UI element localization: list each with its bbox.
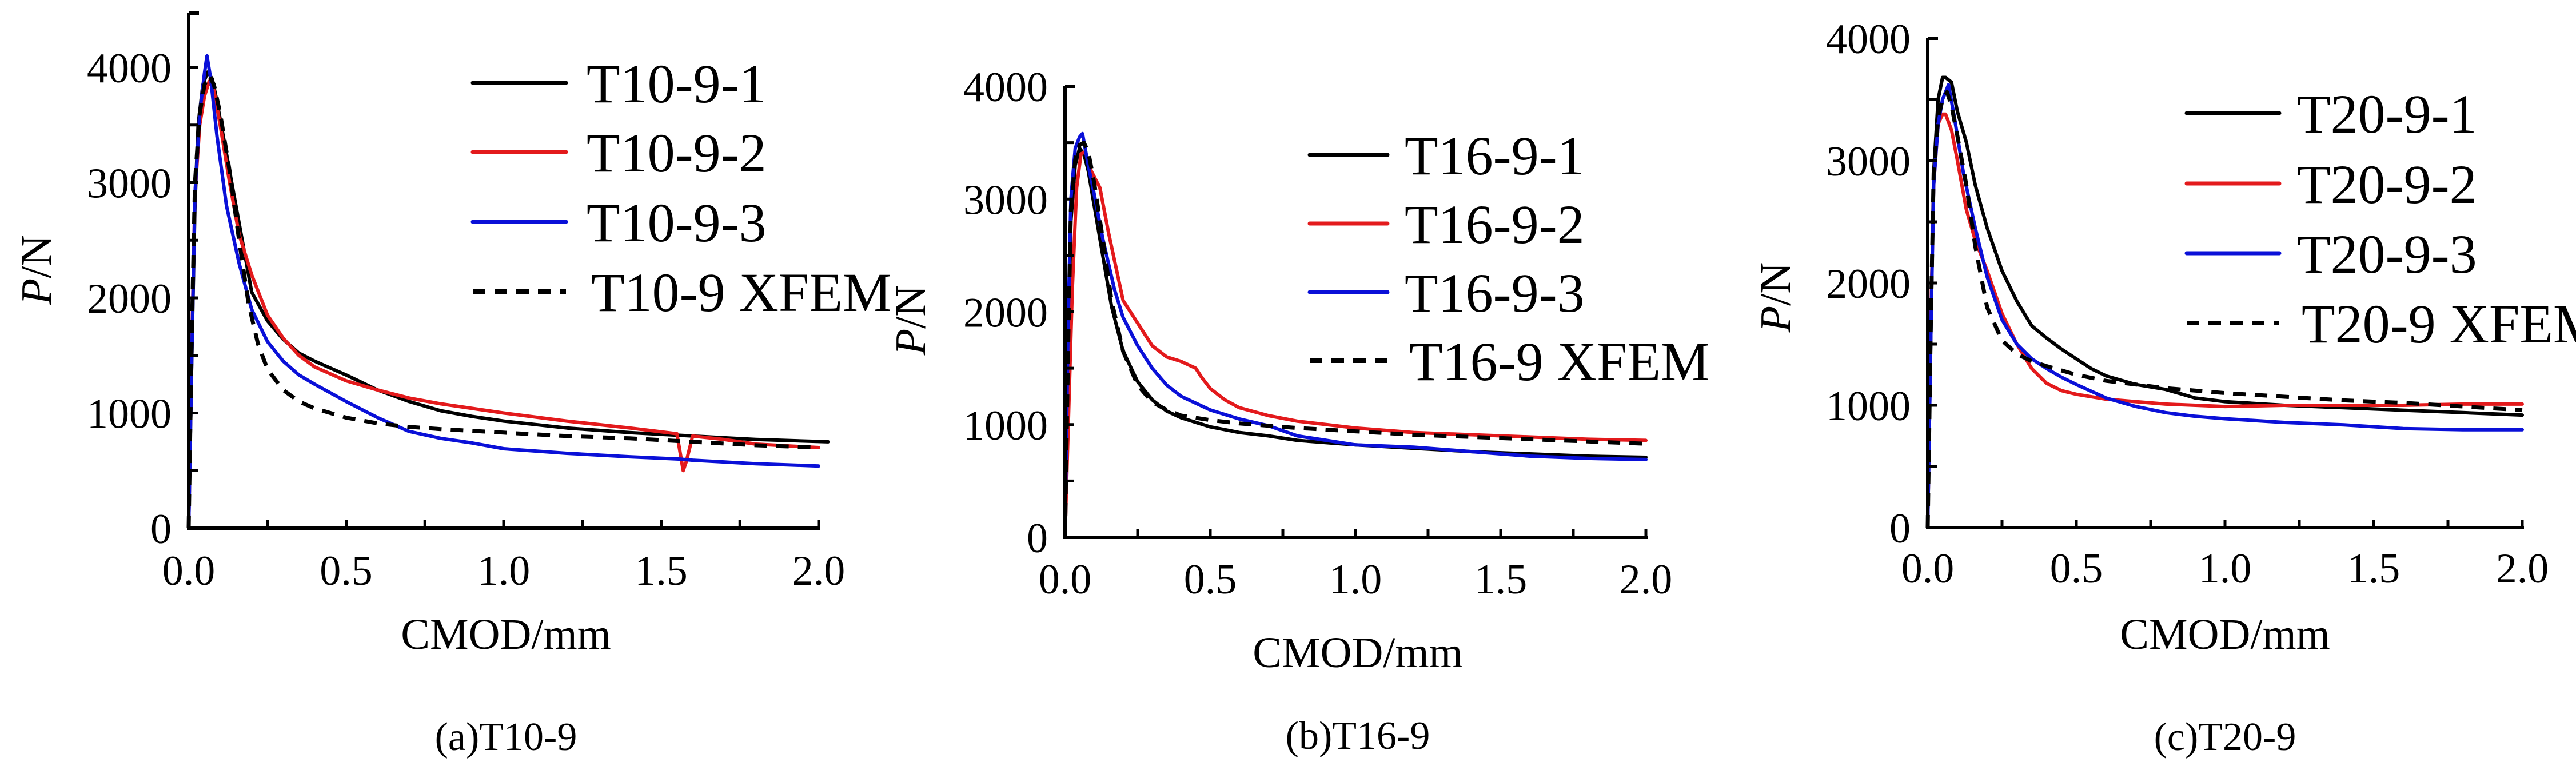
y-tick-label: 0 [1027, 515, 1048, 562]
y-axis-title-unit: /N [13, 235, 61, 278]
legend-label: T20-9 XFEM [2302, 293, 2576, 354]
x-tick-label: 1.0 [1329, 556, 1382, 603]
y-tick-label: 1000 [1826, 383, 1911, 430]
y-axis-title-unit: /N [887, 285, 935, 329]
y-tick-label: 3000 [87, 161, 172, 208]
legend-label: T10-9 XFEM [591, 262, 891, 323]
chart-panel-c: 0 1000 2000 3000 4000 0.0 0.5 1.0 1.5 2.0 CMOD/mm P… [1752, 16, 2576, 759]
y-tick-label: 2000 [1826, 261, 1911, 308]
y-tick-label: 0 [150, 506, 172, 553]
y-axis-title-symbol: P [1752, 306, 1800, 333]
x-tick-label: 0.5 [320, 548, 373, 595]
legend: T16-9-1 T16-9-2 T16-9-3 T16-9 XFEM [1307, 125, 1709, 392]
figure-caption: (a)T10-9 [435, 715, 577, 759]
legend-label: T16-9-2 [1405, 194, 1585, 255]
x-tick-label: 2.0 [792, 548, 846, 595]
series-line-t16-9-2 [1063, 150, 1648, 539]
x-tick-label: 0.0 [1039, 556, 1092, 603]
series-group [1063, 131, 1648, 539]
legend-label: T20-9-1 [2297, 83, 2477, 145]
legend-label: T10-9-3 [587, 192, 767, 253]
series-group [1925, 75, 2524, 529]
legend-label: T16-9-1 [1405, 125, 1585, 186]
x-tick-label: 1.0 [2199, 545, 2252, 592]
series-line-t16-9-xfem [1063, 141, 1646, 538]
legend-label: T10-9-2 [587, 122, 767, 183]
y-tick-label: 2000 [87, 276, 172, 322]
x-tick-label: 1.5 [1474, 556, 1528, 603]
series-line-t20-9-3 [1926, 83, 2524, 529]
x-tick-label: 1.0 [477, 548, 531, 595]
x-tick-label: 1.5 [2347, 545, 2400, 592]
y-tick-label: 1000 [87, 391, 172, 438]
y-axis-title-symbol: P [13, 278, 61, 305]
x-tick-label: 0.0 [1901, 545, 1955, 592]
chart-panel-b: 0 1000 2000 3000 4000 0.0 0.5 1.0 1.5 2.0 CMOD/mm P… [887, 64, 1709, 758]
y-tick-label: 4000 [87, 45, 172, 92]
x-tick-label: 0.0 [162, 548, 216, 595]
legend-label: T16-9 XFEM [1409, 331, 1709, 392]
x-axis-title: CMOD/mm [1253, 629, 1462, 677]
y-axis-title: P/N [13, 235, 61, 305]
x-tick-label: 2.0 [2496, 545, 2549, 592]
figure-caption: (c)T20-9 [2154, 715, 2296, 759]
x-tick-label: 0.5 [1184, 556, 1237, 603]
y-tick-label: 4000 [963, 64, 1048, 111]
y-tick-label: 2000 [963, 290, 1048, 337]
x-tick-label: 1.5 [635, 548, 688, 595]
legend-label: T16-9-3 [1405, 262, 1585, 324]
x-tick-label: 2.0 [1620, 556, 1673, 603]
y-tick-label: 0 [1889, 505, 1911, 552]
series-line-t20-9-1 [1926, 75, 2524, 529]
y-tick-label: 3000 [1826, 138, 1911, 185]
y-tick-label: 3000 [963, 177, 1048, 224]
series-group [186, 54, 830, 530]
y-axis-title: P/N [887, 285, 935, 356]
y-tick-label: 4000 [1826, 16, 1911, 63]
figure-caption: (b)T16-9 [1286, 714, 1430, 758]
legend-label: T10-9-1 [587, 53, 767, 114]
legend-label: T20-9-3 [2297, 224, 2477, 285]
x-tick-label: 0.5 [2050, 545, 2103, 592]
series-line-t10-9-3 [187, 54, 820, 530]
legend: T10-9-1 T10-9-2 T10-9-3 T10-9 XFEM [470, 53, 891, 323]
y-axis-title: P/N [1752, 262, 1800, 333]
x-axis-title: CMOD/mm [401, 611, 611, 659]
y-axis-title-symbol: P [887, 329, 935, 356]
legend: T20-9-1 T20-9-2 T20-9-3 T20-9 XFEM [2184, 83, 2576, 354]
series-line-t20-9-xfem [1925, 90, 2523, 528]
series-line-t10-9-xfem [186, 73, 819, 529]
x-axis-title: CMOD/mm [2120, 611, 2330, 659]
y-tick-label: 1000 [963, 402, 1048, 449]
series-line-t10-9-2 [187, 79, 820, 530]
series-line-t16-9-3 [1063, 131, 1648, 539]
legend-label: T20-9-2 [2297, 154, 2477, 215]
chart-panel-a: 0 1000 2000 3000 4000 0.0 0.5 1.0 1.5 2.0 CMOD/mm P… [13, 11, 891, 759]
y-axis-title-unit: /N [1752, 262, 1800, 306]
